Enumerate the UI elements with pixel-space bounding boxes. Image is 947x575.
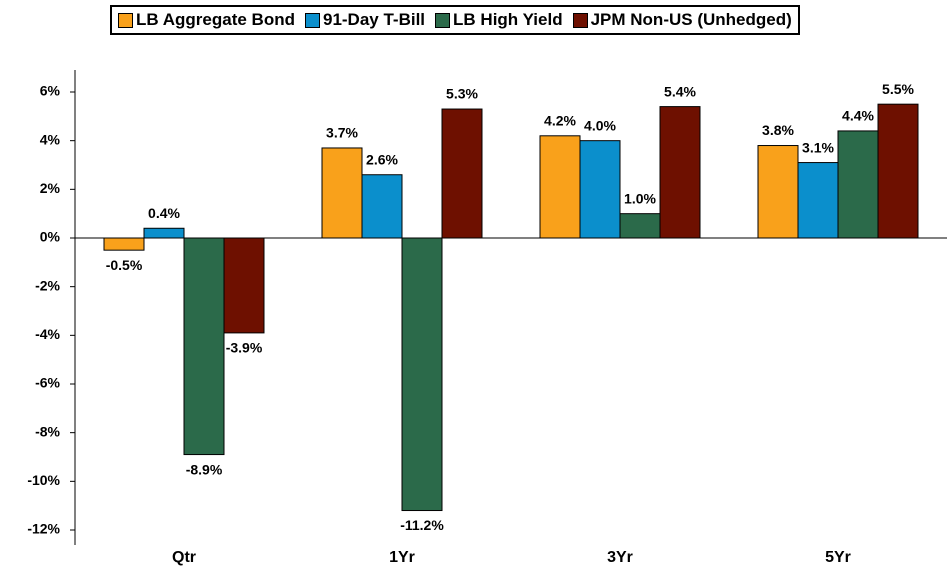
bar xyxy=(143,227,185,239)
y-tick-label: -6% xyxy=(35,375,60,391)
x-tick-label: Qtr xyxy=(172,549,196,566)
value-label: -11.2% xyxy=(400,517,444,533)
y-tick-label: -12% xyxy=(27,521,60,537)
y-tick-label: -2% xyxy=(35,277,60,293)
value-label: 5.4% xyxy=(664,83,696,99)
bar xyxy=(659,106,701,239)
value-label: 1.0% xyxy=(624,190,656,206)
value-label: 5.3% xyxy=(446,86,478,102)
value-label: -8.9% xyxy=(186,461,223,477)
legend-swatch xyxy=(304,12,320,28)
x-tick-label: 5Yr xyxy=(825,549,851,566)
bar xyxy=(579,140,621,239)
bar xyxy=(103,237,145,251)
y-tick-label: -8% xyxy=(35,423,60,439)
bar xyxy=(837,130,879,239)
bar xyxy=(619,213,661,239)
value-label: 5.5% xyxy=(882,81,914,97)
bar xyxy=(441,108,483,239)
value-label: -0.5% xyxy=(106,257,143,273)
value-label: 3.1% xyxy=(802,139,834,155)
value-label: -3.9% xyxy=(226,340,263,356)
y-tick-label: -4% xyxy=(35,326,60,342)
bar xyxy=(877,103,919,239)
legend-swatch xyxy=(118,12,133,28)
legend-item: 91-Day T-Bill xyxy=(304,10,426,30)
y-tick-label: 6% xyxy=(40,83,61,99)
value-label: 2.6% xyxy=(366,151,398,167)
y-tick-label: 0% xyxy=(40,229,61,245)
legend-swatch xyxy=(572,12,588,28)
legend-item: LB Aggregate Bond xyxy=(118,10,295,30)
bar xyxy=(401,237,443,512)
legend-label: LB Aggregate Bond xyxy=(136,10,295,29)
legend-item: JPM Non-US (Unhedged) xyxy=(572,10,792,30)
value-label: 0.4% xyxy=(148,205,180,221)
value-label: 4.4% xyxy=(842,108,874,124)
bar xyxy=(361,174,403,239)
legend-label: LB High Yield xyxy=(453,10,563,29)
bar xyxy=(797,162,839,239)
x-tick-label: 1Yr xyxy=(389,549,415,566)
bar xyxy=(757,145,799,239)
bar xyxy=(223,237,265,334)
value-label: 4.2% xyxy=(544,113,576,129)
legend-swatch xyxy=(435,12,451,28)
legend-label: JPM Non-US (Unhedged) xyxy=(590,10,792,29)
bar xyxy=(539,135,581,239)
y-tick-label: 2% xyxy=(40,180,61,196)
value-label: 3.7% xyxy=(326,125,358,141)
legend-item: LB High Yield xyxy=(435,10,563,30)
bar xyxy=(183,237,225,456)
legend: LB Aggregate Bond 91-Day T-Bill LB High Yi… xyxy=(110,5,800,35)
bar xyxy=(321,147,363,239)
x-tick-label: 3Yr xyxy=(607,549,633,566)
value-label: 3.8% xyxy=(762,122,794,138)
y-tick-label: -10% xyxy=(27,472,60,488)
value-label: 4.0% xyxy=(584,117,616,133)
legend-label: 91-Day T-Bill xyxy=(322,10,426,29)
y-tick-label: 4% xyxy=(40,131,61,147)
